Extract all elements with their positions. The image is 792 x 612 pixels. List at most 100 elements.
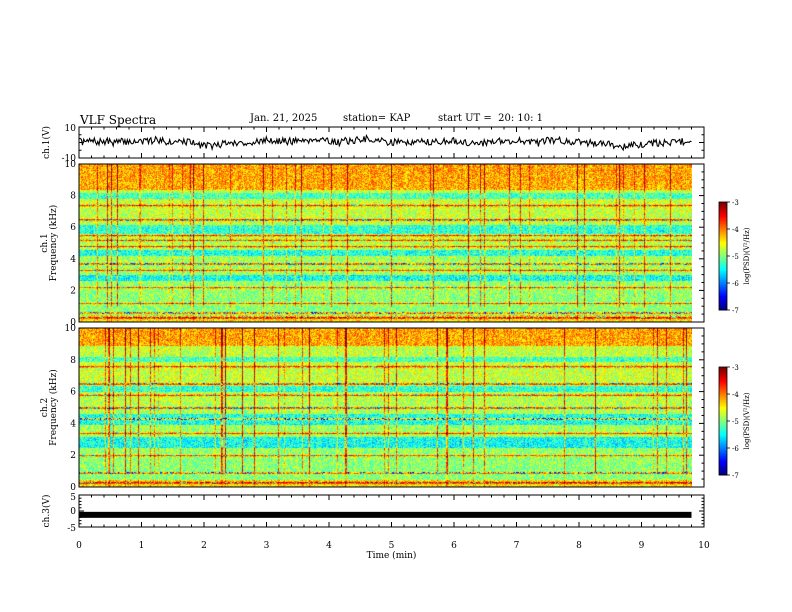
colorbar-segment	[719, 302, 727, 306]
time-tick-label: 6	[451, 541, 457, 551]
colorbar-segment	[719, 221, 727, 225]
colorbar-segment	[719, 395, 727, 399]
ch1-ylabel-frequency: Frequency (kHz)	[48, 205, 59, 282]
colorbar-segment	[719, 451, 727, 454]
colorbar-segment	[719, 223, 727, 226]
ch3-waveform-line	[79, 511, 692, 518]
y-tick-label: 2	[70, 451, 76, 461]
colorbar-segment	[719, 442, 727, 445]
colorbar-segment	[719, 446, 727, 449]
ch2-colorbar-label: log(PSD)(V²/Hz)	[743, 392, 751, 449]
colorbar-segment	[719, 245, 727, 248]
colorbar-segment	[719, 238, 727, 241]
colorbar-segment	[719, 467, 727, 471]
colorbar-tick-label: -5	[732, 253, 739, 261]
colorbar-segment	[719, 207, 727, 210]
colorbar-segment	[719, 270, 727, 273]
colorbar-segment	[719, 430, 727, 433]
colorbar-segment	[719, 203, 727, 207]
time-axis-label: Time (min)	[367, 550, 417, 561]
colorbar-segment	[719, 419, 727, 422]
colorbar-segment	[719, 390, 727, 393]
colorbar-segment	[719, 308, 727, 311]
y-tick-label: 6	[70, 223, 76, 233]
colorbar-segment	[719, 439, 727, 442]
colorbar-segment	[719, 230, 727, 234]
ch1-waveform-ylabel: ch.1(V)	[41, 126, 52, 159]
colorbar-segment	[719, 399, 727, 402]
ch2-spectrogram-frame	[78, 327, 705, 488]
colorbar-segment	[719, 408, 727, 411]
time-tick-label: 2	[201, 541, 207, 551]
colorbar-segment	[719, 306, 727, 309]
colorbar-segment	[719, 290, 727, 293]
colorbar-segment	[719, 284, 727, 288]
y-tick-label: 8	[70, 192, 76, 202]
time-tick-label: 10	[698, 541, 710, 551]
colorbar-segment	[719, 266, 727, 270]
colorbar-segment	[719, 299, 727, 302]
y-tick-label: 10	[65, 324, 77, 334]
colorbar-segment	[719, 385, 727, 388]
start-time-label: start UT = 20: 10: 1	[438, 113, 544, 124]
time-axis: 0 1 2 3 4 5 6 7 8 9 10 Time (min)	[76, 541, 710, 561]
colorbar-tick-label: -6	[732, 445, 739, 453]
colorbar-segment	[719, 460, 727, 463]
colorbar-segment	[719, 236, 727, 239]
plot-title: VLF Spectra	[80, 113, 157, 127]
time-tick-label: 7	[514, 541, 520, 551]
colorbar-segment	[719, 473, 727, 476]
colorbar-segment	[719, 376, 727, 379]
colorbar-segment	[719, 261, 727, 264]
colorbar-segment	[719, 257, 727, 261]
colorbar-segment	[719, 234, 727, 237]
colorbar-segment	[719, 426, 727, 429]
colorbar-segment	[719, 471, 727, 474]
colorbar-tick-label: -3	[732, 364, 739, 372]
colorbar-segment	[719, 392, 727, 395]
colorbar-segment	[719, 250, 727, 253]
colorbar-segment	[719, 209, 727, 212]
colorbar-segment	[719, 457, 727, 460]
colorbar-segment	[719, 272, 727, 275]
colorbar-segment	[719, 297, 727, 300]
colorbar-segment	[719, 374, 727, 377]
y-tick-label: -10	[62, 154, 77, 164]
colorbar-segment	[719, 288, 727, 291]
y-tick-label: 4	[70, 419, 76, 429]
colorbar-segment	[719, 232, 727, 235]
time-tick-label: 4	[326, 541, 332, 551]
colorbar-segment	[719, 449, 727, 453]
colorbar-segment	[719, 212, 727, 216]
y-tick-label: 8	[70, 356, 76, 366]
colorbar-segment	[719, 229, 727, 232]
colorbar-segment	[719, 263, 727, 266]
colorbar-tick-label: -3	[732, 199, 739, 207]
colorbar-segment	[719, 277, 727, 280]
colorbar-segment	[719, 421, 727, 424]
ch1-ylabel-channel: ch.1	[40, 233, 50, 252]
colorbar-segment	[719, 372, 727, 375]
colorbar-segment	[719, 444, 727, 447]
colorbar-segment	[719, 202, 727, 205]
colorbar-segment	[719, 469, 727, 472]
colorbar-segment	[719, 415, 727, 418]
colorbar-segment	[719, 248, 727, 252]
colorbar-segment	[719, 455, 727, 458]
colorbar-tick-label: -7	[732, 307, 739, 315]
colorbar-segment	[719, 413, 727, 417]
colorbar-segment	[719, 440, 727, 444]
time-tick-label: 9	[639, 541, 645, 551]
colorbar-segment	[719, 422, 727, 426]
colorbar-segment	[719, 412, 727, 415]
ch2-spectrogram-image	[79, 328, 692, 487]
colorbar-segment	[719, 252, 727, 255]
ch1-waveform-line	[78, 133, 692, 152]
colorbar-segment	[719, 239, 727, 243]
colorbar-segment	[719, 205, 727, 208]
colorbar-segment	[719, 367, 727, 370]
ch3-waveform-frame	[78, 494, 705, 528]
colorbar-segment	[719, 304, 727, 307]
colorbar-segment	[719, 397, 727, 400]
ch1-colorbar: -7 -6 -5 -4 -3 log(PSD)(V²/Hz)	[718, 199, 751, 315]
